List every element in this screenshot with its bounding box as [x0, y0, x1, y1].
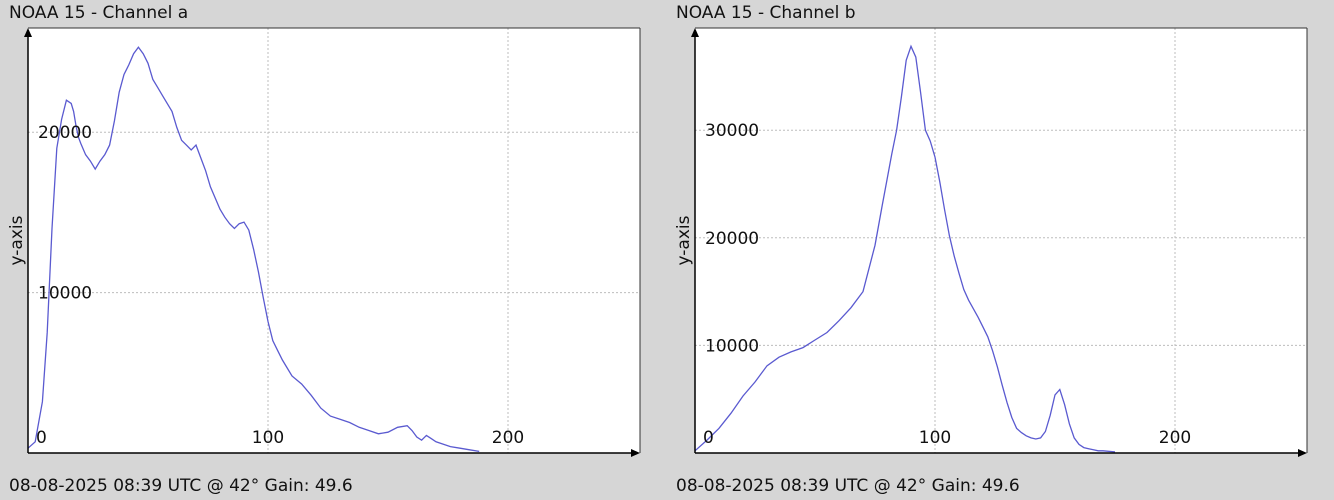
- y-axis-arrow: [24, 28, 32, 37]
- x-tick-label: 200: [492, 428, 524, 448]
- x-tick-label: 100: [919, 428, 951, 448]
- y-axis-label: y-axis: [7, 215, 27, 265]
- y-axis-label: y-axis: [674, 215, 694, 265]
- y-axis-arrow: [691, 28, 699, 37]
- chart-title: NOAA 15 - Channel a: [9, 3, 189, 23]
- plot-background: [28, 28, 640, 453]
- chart-panel-a: NOAA 15 - Channel a 0 100 200 10000 20000 y-a…: [7, 3, 641, 496]
- x-tick-label: 200: [1159, 428, 1191, 448]
- y-tick-label: 20000: [38, 123, 92, 143]
- chart-footer: 08-08-2025 08:39 UTC @ 42° Gain: 49.6: [676, 476, 1020, 496]
- chart-title: NOAA 15 - Channel b: [676, 3, 856, 23]
- y-tick-label: 10000: [705, 336, 759, 356]
- plot-area-b: 0 100 200 10000 20000 30000 y-axis: [674, 27, 1308, 457]
- chart-footer: 08-08-2025 08:39 UTC @ 42° Gain: 49.6: [9, 476, 353, 496]
- series-line: [27, 46, 480, 453]
- series-line: [694, 44, 1116, 453]
- x-tick-label: 0: [703, 428, 714, 448]
- y-tick-label: 30000: [705, 121, 759, 141]
- y-tick-label: 10000: [38, 284, 92, 304]
- plot-background: [695, 28, 1307, 453]
- x-axis-arrow: [631, 449, 640, 457]
- y-tick-label: 20000: [705, 229, 759, 249]
- x-tick-label: 0: [36, 428, 47, 448]
- x-tick-label: 100: [252, 428, 284, 448]
- chart-panel-b: NOAA 15 - Channel b 0 100 200 10000 20000 300…: [667, 0, 1334, 500]
- plot-area-a: 0 100 200 10000 20000 y-axis: [7, 27, 641, 457]
- x-axis-arrow: [1298, 449, 1307, 457]
